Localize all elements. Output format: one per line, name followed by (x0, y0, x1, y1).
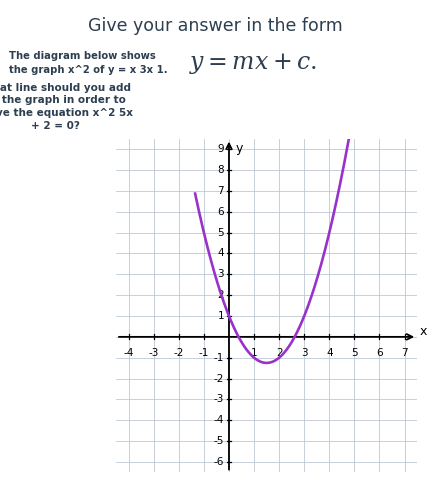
Text: $y = mx + c.$: $y = mx + c.$ (189, 51, 317, 76)
Text: -4: -4 (123, 348, 134, 358)
Text: solve the equation x^2 5x: solve the equation x^2 5x (0, 108, 133, 118)
Text: Give your answer in the form: Give your answer in the form (88, 17, 342, 35)
Text: -2: -2 (214, 374, 224, 384)
Text: x: x (420, 325, 427, 338)
Text: 5: 5 (351, 348, 358, 358)
Text: -4: -4 (214, 415, 224, 425)
Text: 3: 3 (301, 348, 307, 358)
Text: 9: 9 (217, 144, 224, 154)
Text: 4: 4 (326, 348, 333, 358)
Text: 8: 8 (217, 165, 224, 175)
Text: + 2 = 0?: + 2 = 0? (31, 121, 80, 131)
Text: 1: 1 (217, 311, 224, 321)
Text: y: y (235, 142, 243, 155)
Text: 6: 6 (376, 348, 383, 358)
Text: -1: -1 (199, 348, 209, 358)
Text: -5: -5 (214, 436, 224, 446)
Text: the graph x^2 of y = x 3x 1.: the graph x^2 of y = x 3x 1. (9, 65, 167, 75)
Text: 2: 2 (217, 290, 224, 300)
Text: -6: -6 (214, 457, 224, 467)
Text: to the graph in order to: to the graph in order to (0, 95, 126, 106)
Text: -2: -2 (174, 348, 184, 358)
Text: 7: 7 (217, 186, 224, 196)
Text: 4: 4 (217, 248, 224, 259)
Text: 2: 2 (276, 348, 283, 358)
Text: 7: 7 (401, 348, 408, 358)
Text: 5: 5 (217, 227, 224, 238)
Text: -3: -3 (214, 394, 224, 404)
Text: What line should you add: What line should you add (0, 83, 131, 93)
Text: 6: 6 (217, 207, 224, 217)
Text: 3: 3 (217, 269, 224, 280)
Text: 1: 1 (251, 348, 258, 358)
Text: -3: -3 (148, 348, 159, 358)
Text: The diagram below shows: The diagram below shows (9, 51, 155, 61)
Text: -1: -1 (214, 353, 224, 363)
